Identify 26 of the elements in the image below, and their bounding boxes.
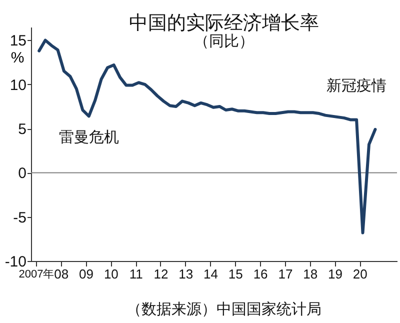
- y-tick-label: 5: [18, 121, 26, 138]
- x-tick-label: 18: [303, 266, 318, 282]
- x-tick-label: 15: [228, 266, 243, 282]
- y-axis-title: %: [10, 50, 24, 66]
- x-tick-label: 10: [104, 266, 118, 282]
- x-tick-label: 2007年: [18, 268, 54, 280]
- y-tick-label: -10: [4, 254, 26, 270]
- x-tick-label: 13: [178, 266, 194, 282]
- y-tick-label: 10: [10, 76, 26, 94]
- x-tick-label: 14: [204, 266, 218, 282]
- y-tick-label: -5: [13, 209, 26, 226]
- x-tick-label: 11: [129, 266, 143, 282]
- chart-title: 中国的实际经济增长率: [129, 12, 319, 34]
- x-tick-label: 16: [253, 266, 268, 282]
- x-tick-label: 20: [352, 266, 368, 282]
- x-tick-label: 09: [79, 266, 94, 282]
- chart-subtitle: （同比）: [194, 33, 254, 50]
- y-tick-label: 0: [18, 165, 26, 182]
- y-tick-label: 15: [10, 32, 26, 50]
- x-tick-label: 08: [54, 266, 69, 282]
- x-tick-label: 12: [154, 266, 168, 282]
- annotation: 雷曼危机: [58, 129, 119, 146]
- annotation: 新冠疫情: [326, 78, 387, 95]
- text: （数据来源）中国国家统计局: [126, 301, 322, 318]
- x-tick-label: 19: [328, 266, 342, 282]
- x-tick-label: 17: [278, 266, 293, 282]
